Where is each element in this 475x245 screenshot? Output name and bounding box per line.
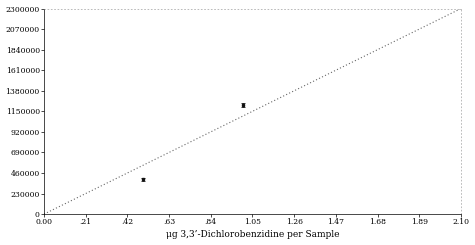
- X-axis label: μg 3,3’-Dichlorobenzidine per Sample: μg 3,3’-Dichlorobenzidine per Sample: [166, 231, 339, 239]
